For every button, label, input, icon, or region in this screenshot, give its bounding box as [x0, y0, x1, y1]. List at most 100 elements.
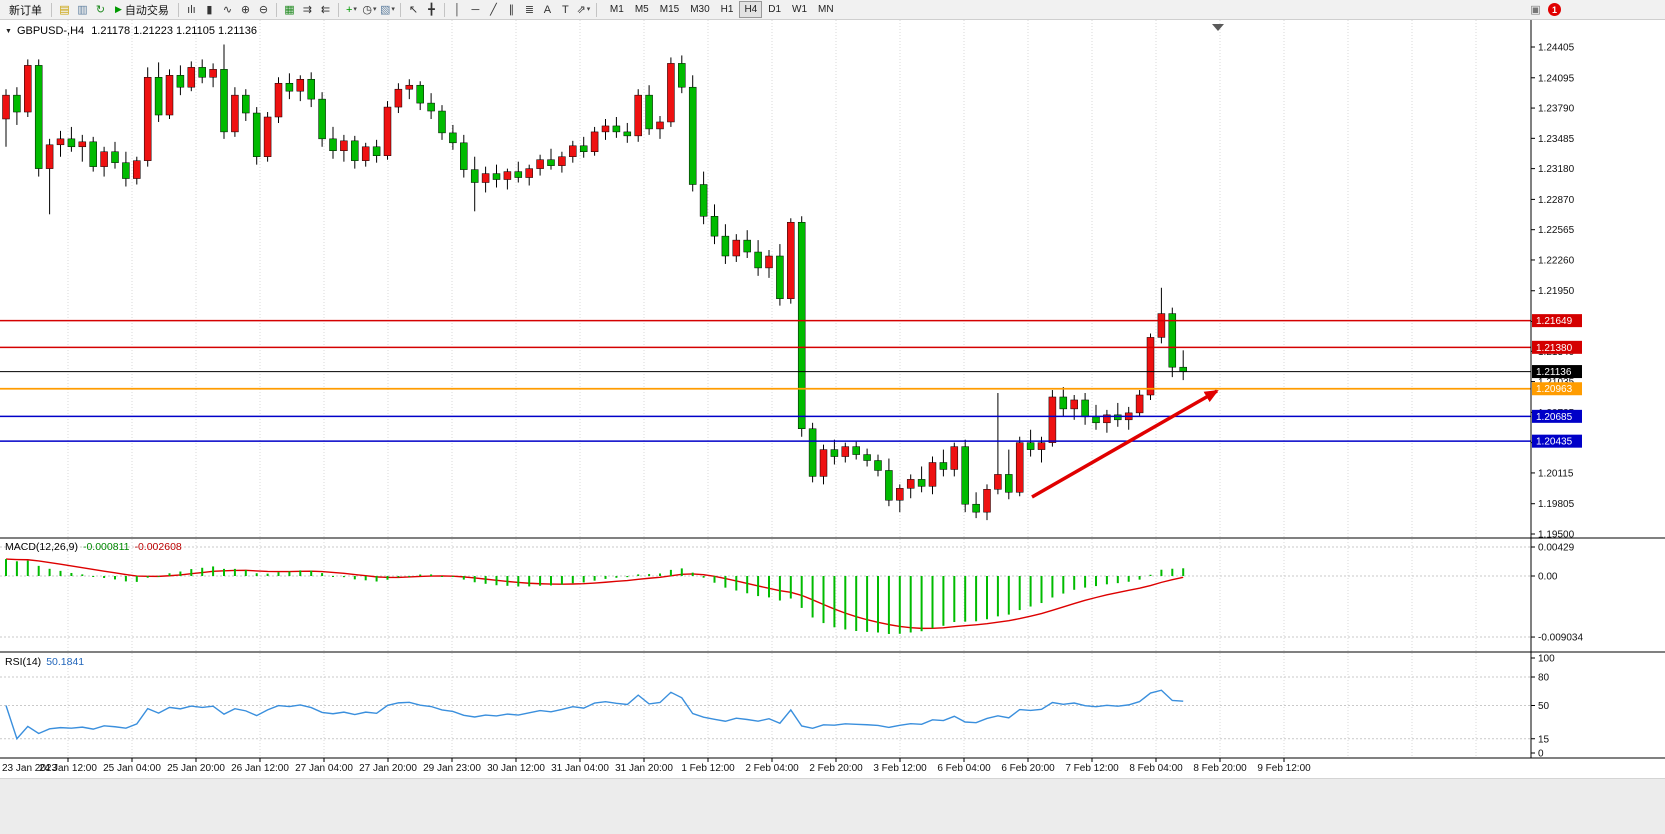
- svg-text:3 Feb 12:00: 3 Feb 12:00: [873, 763, 927, 774]
- macd-signal-value: -0.002608: [134, 541, 182, 553]
- toolbar: 新订单 ▤ ▥ ↻ ▶ 自动交易 ılı ▮ ∿ ⊕ ⊖ ▦ ⇉ ⇇ + ▾ ◷ ▾ ▧ ▾ ↖ ╋ │ ─ ╱ ∥ ≣ A T ⇗ ▾ M…: [0, 0, 1665, 20]
- svg-text:1.22260: 1.22260: [1538, 255, 1575, 266]
- timeframe-m15-button[interactable]: M15: [659, 4, 680, 15]
- svg-text:25 Jan 20:00: 25 Jan 20:00: [167, 763, 225, 774]
- svg-text:1.20963: 1.20963: [1536, 384, 1573, 395]
- svg-text:1.23790: 1.23790: [1538, 104, 1575, 115]
- refresh-icon[interactable]: ↻: [95, 3, 106, 16]
- rsi-pane: [0, 676, 1531, 741]
- chart-shift-icon[interactable]: ⇇: [320, 3, 331, 16]
- toolbar-separator: [595, 2, 597, 17]
- vertical-line-icon[interactable]: │: [453, 3, 461, 16]
- new-chart-icon[interactable]: ▤: [59, 3, 70, 16]
- svg-text:6 Feb 04:00: 6 Feb 04:00: [937, 763, 991, 774]
- notification-badge[interactable]: 1: [1548, 3, 1561, 16]
- svg-text:100: 100: [1538, 654, 1555, 665]
- tile-windows-icon[interactable]: ▦: [284, 3, 295, 16]
- macd-signal-line: [5, 558, 1184, 630]
- svg-text:9 Feb 12:00: 9 Feb 12:00: [1257, 763, 1311, 774]
- fibonacci-icon[interactable]: ≣: [524, 3, 535, 16]
- timeframe-d1-button[interactable]: D1: [768, 4, 782, 15]
- toolbar-separator: [443, 2, 445, 17]
- auto-scroll-icon[interactable]: ⇉: [302, 3, 313, 16]
- svg-text:27 Jan 20:00: 27 Jan 20:00: [359, 763, 417, 774]
- autotrading-button[interactable]: ▶ 自动交易: [110, 1, 174, 19]
- text-icon[interactable]: A: [543, 3, 552, 16]
- candles: [2, 44, 1187, 521]
- svg-text:8 Feb 20:00: 8 Feb 20:00: [1193, 763, 1247, 774]
- svg-text:1.19500: 1.19500: [1538, 529, 1575, 540]
- svg-text:1.20435: 1.20435: [1536, 437, 1573, 448]
- profiles-icon[interactable]: ▥: [77, 3, 88, 16]
- arrows-icon[interactable]: ⇗ ▾: [576, 3, 591, 16]
- svg-text:1.21136: 1.21136: [1536, 367, 1572, 378]
- periods-icon[interactable]: ◷ ▾: [362, 3, 377, 16]
- svg-text:27 Jan 04:00: 27 Jan 04:00: [295, 763, 353, 774]
- trend-arrow[interactable]: [1031, 389, 1219, 499]
- indicators-icon[interactable]: + ▾: [345, 3, 357, 16]
- svg-text:31 Jan 04:00: 31 Jan 04:00: [551, 763, 609, 774]
- ohlc-values: 1.21178 1.21223 1.21105 1.21136: [91, 25, 257, 37]
- svg-text:31 Jan 20:00: 31 Jan 20:00: [615, 763, 673, 774]
- svg-text:1.19805: 1.19805: [1538, 499, 1575, 510]
- svg-text:26 Jan 12:00: 26 Jan 12:00: [231, 763, 289, 774]
- toolbar-separator: [399, 2, 401, 17]
- svg-text:1.21649: 1.21649: [1536, 316, 1573, 327]
- toolbar-right: ▣ 1: [1527, 2, 1561, 18]
- cursor-icon[interactable]: ↖: [408, 3, 419, 16]
- timeframe-h1-button[interactable]: H1: [720, 4, 734, 15]
- svg-text:24 Jan 12:00: 24 Jan 12:00: [39, 763, 97, 774]
- svg-text:1.24405: 1.24405: [1538, 43, 1575, 54]
- macd-name: MACD(12,26,9): [5, 541, 78, 553]
- svg-text:8 Feb 04:00: 8 Feb 04:00: [1129, 763, 1183, 774]
- svg-text:0.00429: 0.00429: [1538, 543, 1575, 554]
- one-click-trading-arrow-icon[interactable]: ▼: [5, 28, 12, 35]
- timeframe-mn-button[interactable]: MN: [818, 4, 834, 15]
- svg-text:1.22870: 1.22870: [1538, 195, 1575, 206]
- svg-text:50: 50: [1538, 701, 1550, 712]
- horizontal-lines[interactable]: [0, 319, 1531, 442]
- zoom-in-icon[interactable]: ⊕: [240, 3, 251, 16]
- window-background: [0, 778, 1665, 834]
- svg-text:1.21950: 1.21950: [1538, 286, 1575, 297]
- svg-text:15: 15: [1538, 734, 1550, 745]
- svg-text:1.24095: 1.24095: [1538, 73, 1575, 84]
- chevron-down-icon: ▾: [586, 5, 591, 13]
- play-icon: ▶: [115, 4, 122, 14]
- channel-icon[interactable]: ∥: [508, 3, 515, 16]
- zoom-out-icon[interactable]: ⊖: [258, 3, 269, 16]
- bar-chart-icon[interactable]: ılı: [187, 3, 196, 16]
- line-chart-icon[interactable]: ∿: [222, 3, 233, 16]
- svg-text:1.23485: 1.23485: [1538, 134, 1575, 145]
- chart-canvas[interactable]: 1.24405 1.24095 1.23790 1.23485 1.23180 1.228…: [0, 20, 1665, 778]
- new-order-button[interactable]: 新订单: [4, 1, 47, 19]
- timeframe-m30-button[interactable]: M30: [690, 4, 710, 15]
- rsi-value: 50.1841: [46, 656, 85, 668]
- timeframe-m5-button[interactable]: M5: [634, 4, 649, 15]
- timeframe-w1-button[interactable]: W1: [792, 4, 808, 15]
- toolbar-separator: [337, 2, 339, 17]
- toolbar-separator: [177, 2, 179, 17]
- text-label-icon[interactable]: T: [562, 3, 569, 16]
- rsi-line: [5, 689, 1184, 741]
- chart-shift-marker[interactable]: [1212, 24, 1224, 31]
- symbol-title: ▼ GBPUSD-,H4 1.21178 1.21223 1.21105 1.211…: [5, 25, 257, 37]
- chevron-down-icon: ▾: [353, 5, 357, 13]
- timeframe-buttons: M1 M5 M15 M30 H1 H4 D1 W1 MN: [605, 1, 839, 18]
- trendline-icon[interactable]: ╱: [490, 3, 497, 16]
- new-order-button-label: 新订单: [9, 4, 42, 17]
- timeframe-h4-button[interactable]: H4: [739, 1, 763, 18]
- svg-text:6 Feb 20:00: 6 Feb 20:00: [1001, 763, 1055, 774]
- macd-indicator-label: MACD(12,26,9) -0.000811 -0.002608: [5, 541, 182, 553]
- timeframe-m1-button[interactable]: M1: [609, 4, 624, 15]
- crosshair-icon[interactable]: ╋: [428, 3, 435, 16]
- horizontal-line-icon[interactable]: ─: [471, 3, 480, 16]
- candlestick-chart-icon[interactable]: ▮: [206, 3, 213, 16]
- templates-icon[interactable]: ▧ ▾: [379, 3, 395, 16]
- chevron-down-icon: ▾: [372, 5, 377, 13]
- notifications-icon[interactable]: ▣: [1530, 3, 1541, 16]
- svg-text:23 Jan 2023: 23 Jan 2023: [2, 763, 57, 774]
- svg-text:7 Feb 12:00: 7 Feb 12:00: [1065, 763, 1119, 774]
